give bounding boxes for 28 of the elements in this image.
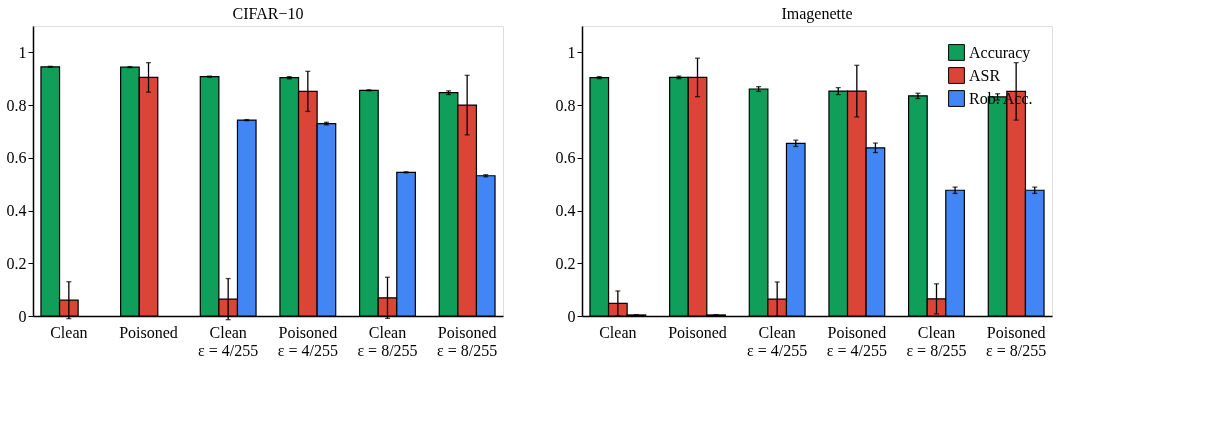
y-tick-label: 0.6 (6, 149, 27, 167)
chart-title: CIFAR−10 (232, 5, 304, 22)
x-tick-label: Poisoned ε = 8/255 (437, 323, 498, 359)
x-tick-label: Poisoned ε = 4/255 (277, 323, 338, 359)
y-tick-label: 0 (567, 307, 576, 325)
x-tick-label: Clean ε = 4/255 (747, 323, 808, 359)
y-tick-label: 0.4 (6, 202, 27, 220)
y-tick-label: 0.2 (6, 254, 27, 272)
chart-title: Imagenette (781, 5, 853, 23)
y-tick-label: 0.2 (555, 254, 576, 272)
x-tick-label: Clean ε = 8/255 (906, 323, 967, 359)
y-tick-label: 0 (18, 307, 27, 325)
x-tick-label: Clean ε = 8/255 (357, 323, 418, 359)
x-tick-label: Clean (50, 323, 88, 341)
y-tick-label: 1 (567, 43, 576, 61)
y-tick-label: 0.4 (555, 202, 576, 220)
y-tick-label: 1 (18, 43, 27, 61)
legend-label: Accuracy (969, 43, 1031, 62)
y-tick-label: 0.6 (555, 149, 576, 167)
x-tick-label: Poisoned ε = 4/255 (826, 323, 887, 359)
x-tick-label: Poisoned ε = 8/255 (986, 323, 1047, 359)
x-tick-label: Poisoned (119, 323, 178, 341)
x-tick-label: Poisoned (668, 323, 727, 341)
y-tick-label: 0.8 (555, 96, 576, 114)
x-tick-label: Clean (599, 323, 637, 341)
x-tick-label: Clean ε = 4/255 (198, 323, 259, 359)
legend-label: ASR (969, 66, 1001, 84)
y-tick-label: 0.8 (6, 96, 27, 114)
